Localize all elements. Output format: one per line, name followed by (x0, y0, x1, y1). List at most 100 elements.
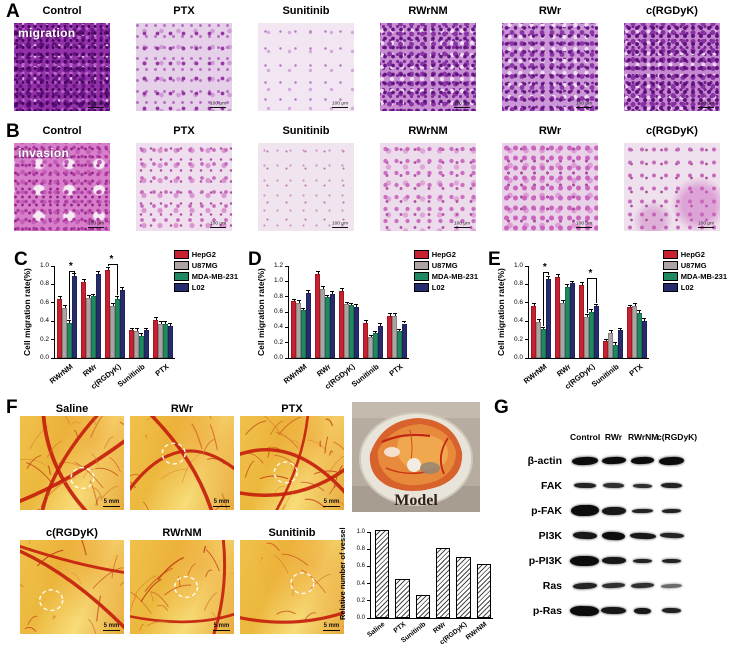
micrograph-column: PTX 100 μm (136, 4, 232, 111)
blot-row-label: PI3K (538, 529, 562, 542)
panel-g-western-blot: G Control RWr RWrNM c(RGDyK) β-actin FAK p-FAK… (488, 398, 729, 649)
error-bar-stem (538, 320, 540, 323)
legend-swatch (413, 283, 429, 292)
western-blot: Control RWr RWrNM c(RGDyK) β-actin FAK p-FAK PI… (514, 432, 698, 623)
error-bar-stem (404, 321, 406, 324)
chart-panel-c: C Cell migration rate(%) 0.0 0.2 0.4 0.6 0.8 1.… (8, 240, 240, 398)
blot-band (601, 557, 626, 564)
y-tick (525, 357, 529, 359)
vessel-graphic (240, 416, 344, 510)
y-tick-label: 0.8 (273, 292, 283, 300)
y-tick (51, 339, 55, 341)
cam-model-image: Model (352, 402, 480, 512)
dashed-circle (70, 467, 95, 490)
scale-bar-text: 100 μm (209, 220, 226, 226)
cam-cell-saline: Saline 5 mm (20, 402, 124, 510)
error-bar-stem (317, 272, 319, 274)
blot-band-cell (599, 598, 628, 623)
error-bar-stem (112, 303, 114, 306)
error-bar-stem (543, 327, 545, 330)
bar-U87MG (320, 289, 325, 358)
cam-column-header: PTX (281, 403, 303, 415)
column-header: RWrNM (408, 125, 448, 137)
error-bar-stem (165, 322, 167, 324)
micrograph-column: Sunitinib 100 μm (258, 4, 354, 111)
error-bar-stem (346, 302, 348, 305)
blot-band-cell (599, 548, 628, 573)
vessel-graphic (20, 416, 124, 510)
error-bar (86, 295, 91, 297)
blot-band (631, 508, 654, 513)
y-tick (367, 548, 371, 550)
cam-cell-c(rgdyk): c(RGDyK) 5 mm (20, 526, 124, 634)
legend-item: MDA-MB-231 (173, 272, 238, 281)
y-tick-label: 1.0 (356, 529, 365, 535)
y-tick-label: 0.2 (39, 335, 49, 343)
scale-bar-line (209, 226, 226, 228)
bar-L02 (72, 276, 77, 358)
bar-U87MG (296, 302, 301, 358)
error-bar-stem (69, 321, 71, 324)
sig-star: * (542, 262, 547, 274)
error-bar (134, 328, 139, 330)
y-tick-label: 0.0 (273, 354, 283, 361)
bar-HepG2 (81, 281, 86, 358)
error-bar-stem (160, 322, 162, 324)
migration-image-strip: Control migration 100 μm PTX 100 μm Sunitinib… (14, 4, 720, 111)
y-tick (367, 583, 371, 585)
legend: HepG2 U87MG MDA-MB-231 L02 (413, 250, 478, 292)
y-tick (525, 302, 529, 304)
error-bar-stem (605, 339, 607, 342)
cam-image: 5 mm (20, 416, 124, 510)
error-bar (603, 338, 608, 340)
blot-band (659, 532, 684, 539)
cam-image: 5 mm (20, 540, 124, 634)
bar-MDA-MB-231 (301, 310, 306, 358)
legend-swatch (173, 250, 189, 259)
bar-L02 (144, 330, 149, 358)
blot-header-spacer (514, 432, 570, 442)
error-bar (306, 290, 311, 292)
bar-HepG2 (627, 307, 632, 358)
y-tick (367, 617, 371, 619)
error-bar (373, 330, 378, 332)
y-tick-label: 0.4 (273, 323, 283, 331)
cam-image: 5 mm (130, 540, 234, 634)
blot-band (572, 531, 597, 540)
error-bar-stem (170, 323, 172, 326)
bar-U87MG (368, 337, 373, 358)
bar-U87MG (62, 308, 67, 358)
y-tick-label: 0.6 (39, 298, 49, 306)
y-tick (525, 265, 529, 267)
blot-band-cell (599, 448, 628, 473)
micrograph-ptx: 100 μm (136, 143, 232, 231)
micrograph-control: invasion 100 μm (14, 143, 110, 231)
error-bar-stem (59, 297, 61, 300)
blot-band (630, 456, 655, 465)
scale-bar: 100 μm (696, 100, 716, 108)
y-tick-label: 0.4 (513, 317, 523, 325)
bar-HepG2 (105, 269, 110, 358)
blot-band-cell (657, 548, 686, 573)
error-bar (344, 301, 349, 303)
blot-band-cell (570, 523, 599, 548)
blot-row-label: FAK (541, 479, 562, 492)
sig-bracket-leg (596, 277, 598, 303)
bar-U87MG (86, 298, 91, 358)
y-tick-label: 0.8 (39, 280, 49, 288)
error-bar-stem (591, 310, 593, 312)
error-bar-stem (64, 306, 66, 309)
scale-bar-text: 100 μm (697, 220, 714, 226)
bar-HepG2 (315, 273, 320, 358)
micrograph-column: RWrNM 100 μm (380, 124, 476, 231)
blot-band (601, 506, 626, 515)
error-bar-stem (74, 274, 76, 277)
blot-band-cell (657, 573, 686, 598)
error-bar-stem (586, 314, 588, 317)
y-tick (51, 320, 55, 322)
scale-bar: 100 μm (574, 100, 594, 108)
micrograph-column: c(RGDyK) 100 μm (624, 4, 720, 111)
sig-bracket-leg (586, 277, 588, 313)
error-bar (560, 299, 565, 301)
